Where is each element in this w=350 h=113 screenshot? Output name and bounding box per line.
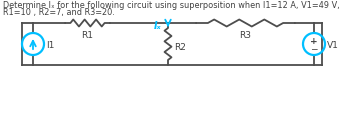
Text: −: − [310, 44, 318, 53]
Text: +: + [310, 36, 318, 45]
Text: R3: R3 [239, 31, 252, 40]
Text: R1: R1 [82, 31, 93, 40]
Text: I1: I1 [46, 40, 54, 49]
Text: V1: V1 [327, 40, 339, 49]
Text: R1=10 , R2=7, and R3=20.: R1=10 , R2=7, and R3=20. [3, 8, 115, 17]
Text: Iₓ: Iₓ [154, 21, 162, 31]
Text: R2: R2 [174, 42, 186, 51]
Text: Determine Iₓ for the following circuit using superposition when I1=12 A, V1=49 V: Determine Iₓ for the following circuit u… [3, 1, 340, 10]
